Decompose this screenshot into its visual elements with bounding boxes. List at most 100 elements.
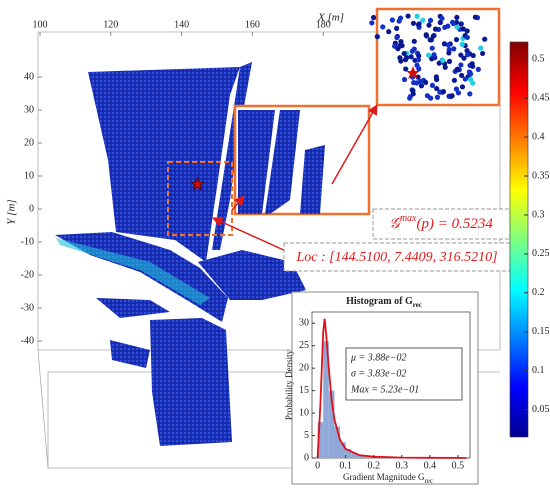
density-curve (316, 318, 467, 459)
inset-point (397, 55, 403, 61)
inset-point (401, 76, 408, 83)
histogram-bar (362, 455, 369, 458)
inset-point (446, 50, 452, 56)
y-tick-label: 10 (299, 407, 309, 418)
inset-point (454, 24, 460, 30)
y-tick-label: -30 (21, 302, 34, 313)
inset-point (434, 85, 440, 92)
inset-point (455, 90, 462, 96)
inset-point (411, 38, 417, 44)
inset-point (446, 58, 453, 64)
inset-point (479, 50, 486, 57)
colorbar-tick-label: 0.1 (532, 365, 545, 376)
x-tick-label: 140 (174, 19, 189, 30)
histogram-bar (317, 422, 324, 458)
inset-point (427, 17, 434, 23)
x-tick-label: 160 (245, 19, 260, 30)
inset-point (374, 34, 380, 40)
inset-point (410, 88, 416, 94)
inset-point (423, 79, 429, 86)
y-tick-label: 25 (299, 340, 309, 351)
gmax-label: 𝒢max(p) = 0.5234 (389, 213, 493, 232)
stats-line: μ = 3.88e−02 (350, 352, 406, 363)
inset-point (424, 93, 431, 99)
x-tick-label: 0 (315, 460, 320, 471)
y-tick-label: 0 (304, 452, 309, 463)
x-tick-label: 0.5 (452, 460, 465, 471)
y-tick-label: -40 (21, 335, 34, 346)
inset-point (449, 93, 455, 99)
histogram-bar (334, 426, 341, 458)
colorbar-tick-label: 0.4 (532, 131, 545, 142)
inset-point (389, 17, 395, 23)
inset-point (410, 20, 417, 26)
x-tick-label: 100 (33, 19, 48, 30)
arrow (212, 217, 289, 253)
inset-point (401, 50, 407, 57)
colorbar-tick-label: 0.35 (532, 170, 550, 181)
colorbar-tick-label: 0.05 (532, 404, 550, 415)
inset-point (396, 18, 402, 24)
arrow (231, 195, 245, 211)
colorbar-tick-label: 0.2 (532, 287, 545, 298)
inset-point (453, 36, 460, 43)
colorbar-tick-label: 0.45 (532, 92, 550, 103)
histogram-bar (328, 390, 335, 458)
inset-point (454, 14, 460, 21)
inset-point (478, 45, 484, 51)
colorbar-tick-label: 0.3 (532, 209, 545, 220)
inset-point (411, 46, 417, 52)
inset-point (380, 24, 386, 30)
inset-point (418, 83, 425, 89)
inset-point (464, 28, 470, 34)
histogram-bar (340, 442, 346, 458)
y-tick-label: 20 (299, 362, 309, 373)
colorbar-tick-label: 0.5 (532, 53, 545, 64)
inset-point (441, 41, 447, 47)
inset-point (369, 20, 375, 26)
inset-point (426, 22, 432, 28)
inset-point (472, 14, 479, 20)
inset-point (399, 43, 405, 49)
inset-point (453, 86, 460, 92)
y-tick-label: 10 (24, 170, 34, 181)
zoom-inset (233, 7, 501, 216)
inset-point (475, 66, 481, 72)
max-point-inset (406, 66, 420, 79)
inset-point (459, 84, 466, 90)
y-tick-label: -10 (21, 236, 34, 247)
inset-point (426, 52, 432, 58)
inset-point (461, 55, 467, 61)
stats-box (345, 347, 463, 401)
inset-point (414, 62, 420, 68)
y-tick-label: 15 (299, 385, 309, 396)
x-tick-label: 0.3 (396, 460, 409, 471)
inset-point (371, 14, 377, 21)
inset-point (405, 13, 411, 19)
colorbar (509, 41, 529, 438)
inset-point (458, 62, 464, 68)
inset-point (469, 61, 475, 67)
y-tick-label: 20 (24, 137, 34, 148)
inset-point (398, 39, 404, 45)
inset-point (420, 17, 426, 23)
inset-point (415, 57, 422, 63)
histogram-y-label: Probability Density (284, 349, 294, 420)
inset-point (427, 37, 433, 43)
inset-point (440, 89, 447, 95)
inset-point (445, 23, 451, 29)
inset-point (431, 52, 437, 58)
inset-point (395, 46, 401, 52)
inset-point (415, 21, 422, 28)
inset-point (470, 80, 476, 86)
point-cloud (55, 62, 306, 446)
inset-point (442, 64, 448, 70)
inset-point (459, 41, 465, 47)
inset-point (454, 66, 461, 72)
inset-point (414, 13, 420, 19)
inset-point (437, 19, 443, 26)
inset-point (402, 57, 409, 63)
inset-point (429, 82, 436, 88)
histogram-bar (351, 452, 357, 458)
